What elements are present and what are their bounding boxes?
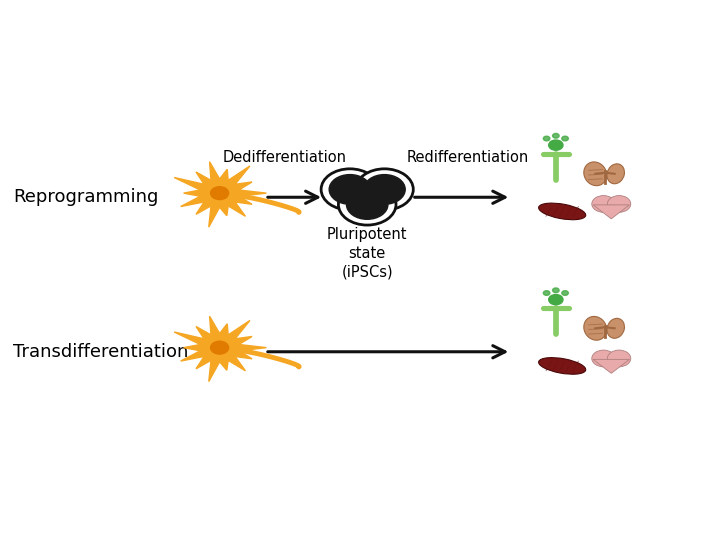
- Text: Redifferentiation: Redifferentiation: [407, 150, 529, 165]
- Polygon shape: [174, 316, 266, 382]
- Polygon shape: [593, 360, 629, 373]
- Ellipse shape: [539, 357, 586, 374]
- Ellipse shape: [584, 162, 607, 186]
- Text: Part 2: Reprogramming and Transdifferentiation: Part 2: Reprogramming and Transdifferent…: [85, 55, 635, 73]
- Circle shape: [608, 195, 631, 212]
- Circle shape: [364, 174, 405, 204]
- Ellipse shape: [607, 164, 624, 184]
- Circle shape: [356, 169, 413, 210]
- Polygon shape: [174, 162, 266, 227]
- Circle shape: [562, 291, 568, 295]
- Ellipse shape: [607, 319, 624, 338]
- Ellipse shape: [539, 203, 586, 220]
- Circle shape: [210, 341, 229, 354]
- Text: Transdifferentiation: Transdifferentiation: [13, 343, 189, 361]
- Text: Pluripotent
state
(iPSCs): Pluripotent state (iPSCs): [327, 227, 408, 279]
- Circle shape: [552, 288, 559, 293]
- Circle shape: [562, 136, 568, 141]
- Circle shape: [544, 136, 550, 141]
- Text: Reprogramming: Reprogramming: [13, 188, 158, 206]
- Circle shape: [549, 140, 563, 150]
- Circle shape: [338, 184, 396, 225]
- Text: Dedifferentiation: Dedifferentiation: [222, 150, 346, 165]
- Circle shape: [592, 195, 615, 212]
- Circle shape: [329, 174, 371, 204]
- Circle shape: [321, 169, 379, 210]
- Circle shape: [346, 190, 388, 219]
- Circle shape: [544, 291, 550, 295]
- Circle shape: [592, 350, 615, 367]
- Circle shape: [549, 294, 563, 305]
- Ellipse shape: [584, 316, 607, 340]
- Polygon shape: [593, 205, 629, 219]
- Text: A Starter Guide to induced Pluripotent Stem Cells (iPSCs): A Starter Guide to induced Pluripotent S…: [32, 20, 688, 39]
- Circle shape: [210, 187, 229, 200]
- Circle shape: [552, 133, 559, 138]
- Circle shape: [608, 350, 631, 367]
